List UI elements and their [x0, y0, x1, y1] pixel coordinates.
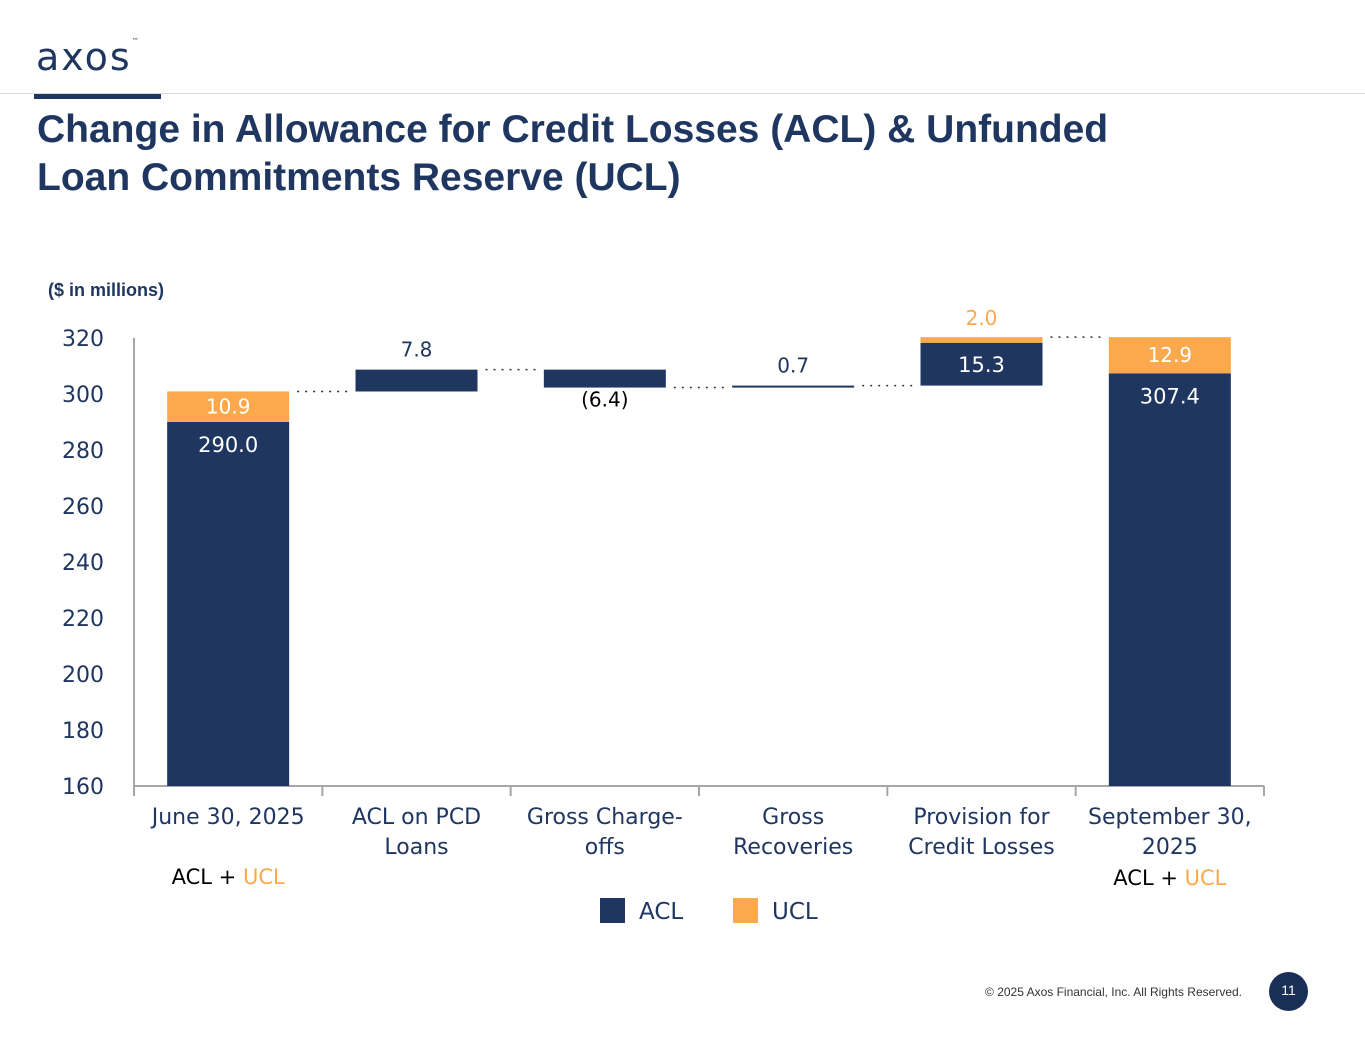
header-accent-bar [34, 94, 161, 99]
axos-logo: axos™ [36, 35, 139, 79]
waterfall-chart: 160 180 200 220 240 260 280 300 320 June 30, 2025… [62, 306, 1265, 925]
logo-text: axos [36, 35, 132, 79]
bar-acl [1108, 373, 1231, 786]
units-label: ($ in millions) [48, 280, 165, 300]
bar-ucl [167, 391, 290, 422]
legend-label-ucl: UCL [772, 899, 818, 925]
data-label-acl: 290.0 [198, 433, 258, 457]
acl-ucl-annotation: ACL + UCL [1113, 866, 1226, 890]
y-tick-label: 320 [62, 327, 104, 352]
bar-ucl [1108, 337, 1231, 374]
y-tick-label: 260 [62, 495, 104, 520]
data-label-ucl: 2.0 [966, 306, 998, 330]
data-label-acl: 0.7 [777, 354, 809, 378]
x-tick-label: Gross Charge- [527, 805, 683, 830]
y-tick-label: 220 [62, 607, 104, 632]
acl-ucl-annotation: ACL + UCL [172, 865, 285, 889]
x-tick-label: 2025 [1142, 835, 1198, 860]
data-label-acl: (6.4) [581, 388, 628, 412]
annotation-ucl: UCL [243, 865, 285, 889]
x-tick-label: Recoveries [733, 835, 853, 860]
y-tick-label: 300 [62, 383, 104, 408]
legend-swatch-ucl [733, 898, 758, 923]
data-label-acl: 307.4 [1140, 384, 1200, 408]
data-label-acl: 15.3 [958, 353, 1005, 377]
copyright-notice: © 2025 Axos Financial, Inc. All Rights R… [985, 985, 1242, 999]
page-number-badge: 11 [1269, 972, 1308, 1011]
logo-trademark: ™ [131, 37, 139, 45]
page-title: Change in Allowance for Credit Losses (A… [37, 108, 1109, 199]
y-tick-label: 200 [62, 663, 104, 688]
data-label-acl: 7.8 [401, 338, 433, 362]
x-tick-label: Credit Losses [908, 835, 1054, 860]
x-tick-label: Gross [762, 805, 824, 830]
y-tick-label: 180 [62, 719, 104, 744]
annotation-acl: ACL [172, 865, 213, 889]
bar-acl [732, 385, 855, 388]
annotation-ucl: UCL [1185, 866, 1227, 890]
annotation-plus: + [1154, 866, 1185, 890]
data-label-ucl: 10.9 [206, 395, 251, 419]
header-divider [0, 93, 1365, 94]
data-label-ucl: 12.9 [1148, 343, 1193, 367]
x-tick-label: Loans [384, 835, 448, 860]
y-tick-label: 160 [62, 775, 104, 800]
x-tick-label: Provision for [913, 805, 1050, 830]
x-tick-label: June 30, 2025 [150, 805, 305, 830]
bar-acl [355, 369, 478, 392]
x-tick-label: offs [585, 835, 625, 860]
legend-swatch-acl [600, 898, 625, 923]
annotation-plus: + [212, 865, 243, 889]
legend-label-acl: ACL [639, 899, 683, 925]
bar-ucl [920, 337, 1043, 343]
y-tick-label: 280 [62, 439, 104, 464]
bar-acl [543, 369, 666, 388]
annotation-acl: ACL [1113, 866, 1154, 890]
x-tick-label: September 30, [1088, 805, 1252, 830]
bar-acl [920, 342, 1043, 386]
x-tick-label: ACL on PCD [352, 805, 481, 830]
bar-acl [167, 422, 290, 786]
y-tick-label: 240 [62, 551, 104, 576]
